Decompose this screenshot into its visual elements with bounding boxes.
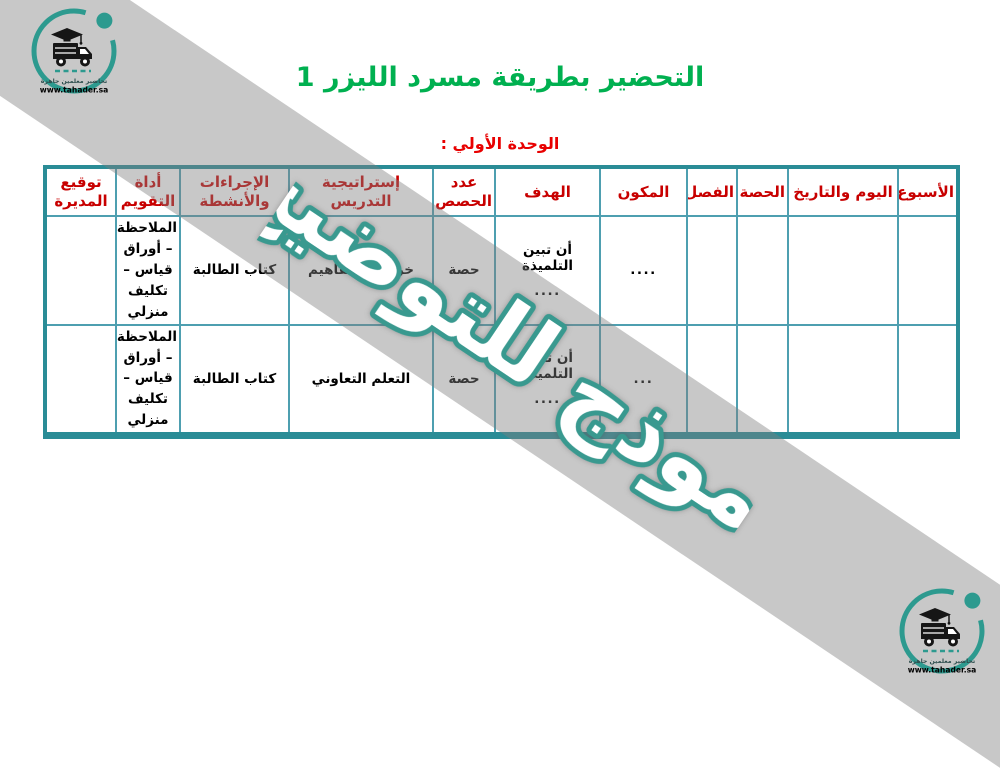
cell-evaluation-tool: الملاحظة – أوراق قياس – تكليف منزلي — [115, 323, 181, 437]
cell-procedures: كتاب الطالبة — [179, 323, 290, 437]
cell-procedures: كتاب الطالبة — [179, 215, 290, 326]
page-title: التحضير بطريقة مسرد الليزر 1 — [295, 62, 705, 93]
cell-class — [686, 323, 738, 437]
cell-objective: أن تبين التلميذة .... — [494, 215, 601, 326]
cell-periods-count: حصة — [432, 323, 496, 437]
cell-week — [897, 215, 959, 326]
col-header-procedures: الإجراءات والأنشطة — [179, 166, 290, 217]
truck-icon — [51, 28, 92, 67]
cell-day-date — [787, 323, 899, 437]
graduation-cap-icon — [51, 28, 83, 41]
objective-text: أن تعلل التلميذة — [521, 350, 574, 383]
logo-bottom-right: تحاضير معلمين جاهزة www.tahader.sa — [892, 584, 992, 686]
table-row: .... أن تبين التلميذة .... حصة خرائط الم… — [44, 215, 959, 326]
col-header-evaluation-tool: أداة التقويم — [115, 166, 181, 217]
logo-dot-icon — [96, 12, 113, 29]
cell-class — [686, 215, 738, 326]
cell-day-date — [787, 215, 899, 326]
objective-dots: .... — [534, 391, 561, 408]
graduation-cap-icon — [919, 608, 951, 621]
objective-text: أن تبين التلميذة — [521, 241, 574, 274]
col-header-week: الأسبوع — [897, 166, 959, 217]
cell-week — [897, 323, 959, 437]
cell-period — [736, 323, 789, 437]
cell-strategy: التعلم التعاوني — [288, 323, 434, 437]
cell-periods-count: حصة — [432, 215, 496, 326]
logo-website: www.tahader.sa — [40, 86, 109, 95]
prep-table-wrap: الأسبوع اليوم والتاريخ الحصة الفصل المكو… — [40, 165, 960, 440]
cell-period — [736, 215, 789, 326]
cell-signature — [44, 323, 117, 437]
unit-label: الوحدة الأولي : — [440, 134, 560, 153]
logo-tagline: تحاضير معلمين جاهزة — [41, 78, 107, 85]
cell-signature — [44, 215, 117, 326]
col-header-class: الفصل — [686, 166, 738, 217]
logo-website: www.tahader.sa — [908, 666, 977, 675]
col-header-signature: توقيع المديرة — [44, 166, 117, 217]
col-header-day-date: اليوم والتاريخ — [787, 166, 899, 217]
col-header-component: المكون — [599, 166, 688, 217]
col-header-period: الحصة — [736, 166, 789, 217]
truck-icon — [919, 608, 960, 647]
header-row: الأسبوع اليوم والتاريخ الحصة الفصل المكو… — [44, 166, 959, 217]
logo-tagline: تحاضير معلمين جاهزة — [909, 658, 975, 665]
col-header-strategy: إستراتيجية التدريس — [288, 166, 434, 217]
cell-component: ... — [599, 323, 688, 437]
cell-strategy: خرائط المفاهيم — [288, 215, 434, 326]
logo-dot-icon — [964, 592, 981, 609]
col-header-objective: الهدف — [494, 166, 601, 217]
objective-dots: .... — [534, 282, 561, 299]
table-row: ... أن تعلل التلميذة .... حصة التعلم الت… — [44, 323, 959, 437]
cell-evaluation-tool: الملاحظة – أوراق قياس – تكليف منزلي — [115, 215, 181, 326]
cell-objective: أن تعلل التلميذة .... — [494, 323, 601, 437]
col-header-periods-count: عدد الحصص — [432, 166, 496, 217]
logo-ring-icon — [899, 588, 985, 674]
logo-ring-icon — [31, 8, 117, 94]
cell-component: .... — [599, 215, 688, 326]
prep-table: الأسبوع اليوم والتاريخ الحصة الفصل المكو… — [43, 165, 960, 440]
logo-top-left: تحاضير معلمين جاهزة www.tahader.sa — [24, 4, 124, 106]
